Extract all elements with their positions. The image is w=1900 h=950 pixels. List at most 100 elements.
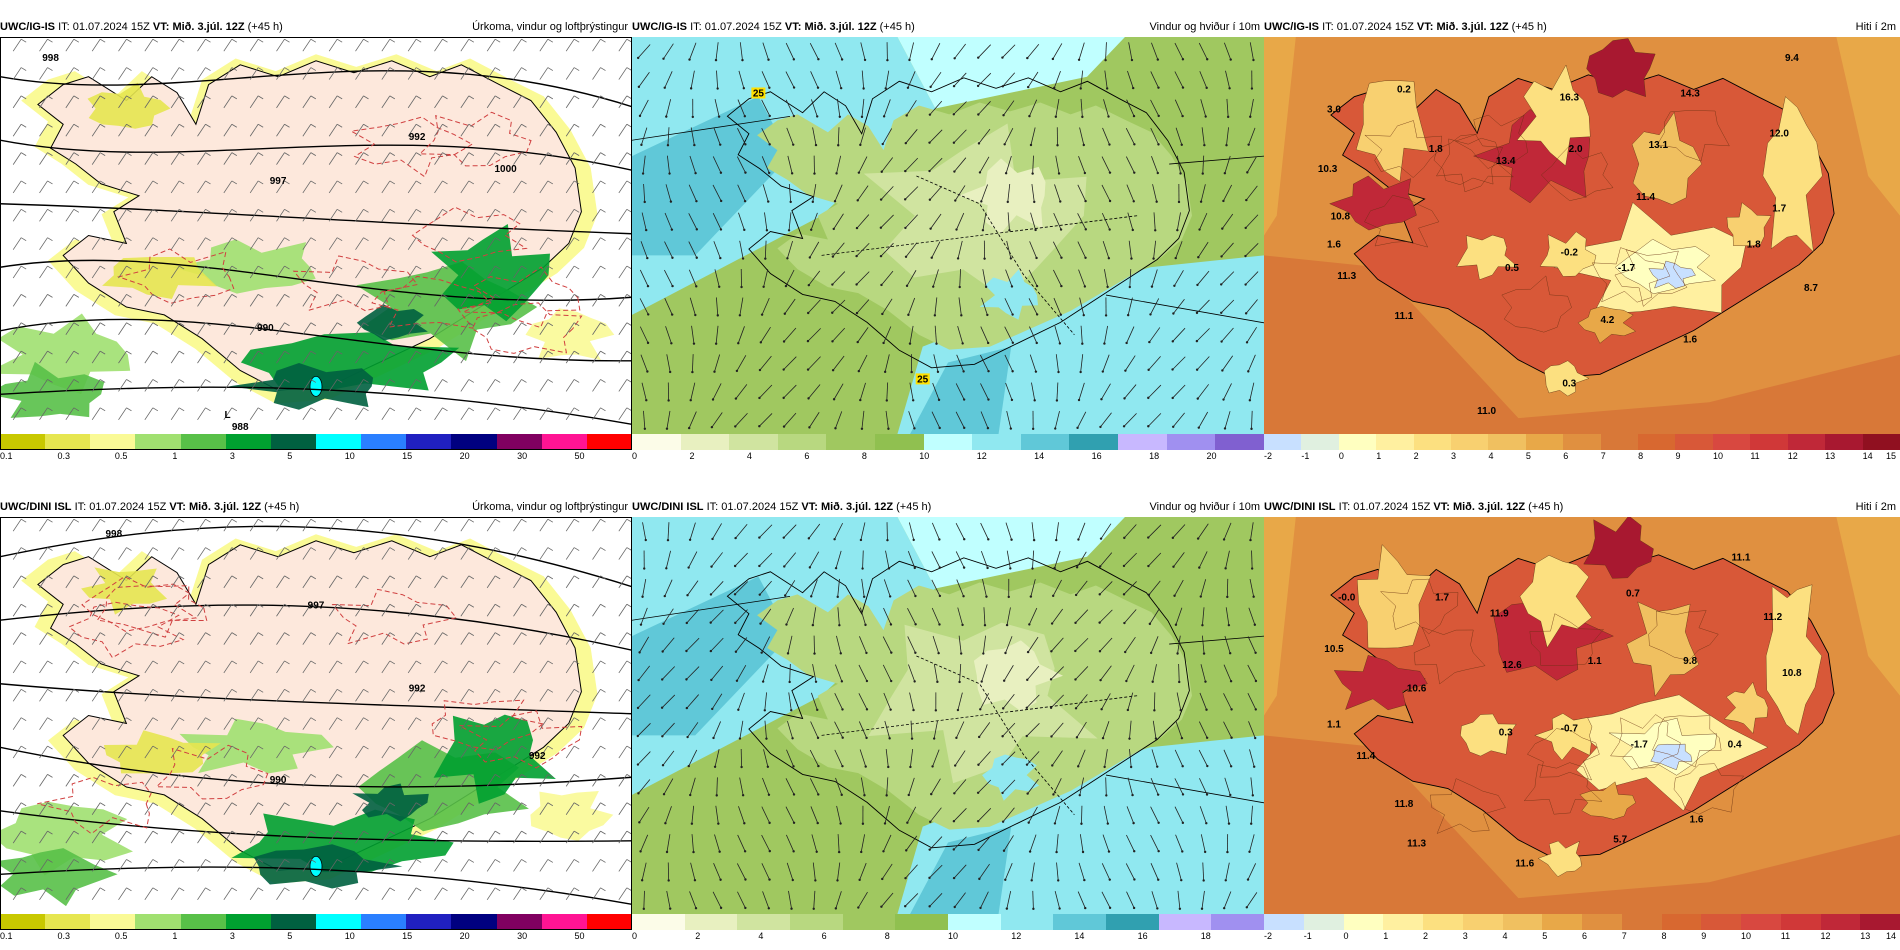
map-value-label: 0.2 [1397,85,1411,96]
colorbar-tick: 10 [948,931,959,941]
map-value-label: 16.3 [1560,93,1580,104]
map-panel-0-precip: UWC/IG-IS IT: 01.07.2024 15Z VT: Mið. 3.… [0,17,632,467]
map-value-label: L [224,410,230,421]
colorbar-ticks: 0 2 4 6 8 10 12 14 16 18 [632,930,1264,942]
colorbar-tick: 9 [1701,931,1707,941]
colorbar-swatch [135,434,181,450]
colorbar-swatch [1825,434,1863,450]
map-value-label: 1.8 [1747,239,1761,250]
colorbar-swatch [1413,434,1452,450]
colorbar-swatch [1787,434,1826,450]
map-value-label: 998 [105,529,122,540]
temp-map: 11.1 -0.0 1.7 0.7 11.9 11.2 10.5 12.6 1.1 9.8 10.8… [1264,517,1900,914]
colorbar-tick: 18 [1200,931,1211,941]
lead-time: (+45 h) [896,501,932,513]
map-panel-0-wind: UWC/IG-IS IT: 01.07.2024 15Z VT: Mið. 3.… [632,17,1264,467]
colorbar-tick: 12 [1787,451,1798,461]
colorbar-swatch [406,434,452,450]
colorbar-swatch [1712,434,1751,450]
model-name: UWC/IG-IS [1264,21,1319,33]
map-value-label: 11.8 [1394,799,1413,810]
field-title: Hiti í 2m [1855,21,1896,33]
valid-time: Mið. 3.júl. 12Z [1436,21,1509,33]
colorbar-swatch [1780,914,1821,930]
colorbar-swatch [1000,914,1054,930]
colorbar-ticks: 0.1 0.3 0.5 1 3 5 10 15 20 30 50 [0,450,632,462]
valid-time-label: VT: [784,21,802,33]
map-value-label: 992 [529,751,546,762]
colorbar-swatch [270,434,316,450]
map-panel-0-temp: UWC/IG-IS IT: 01.07.2024 15Z VT: Mið. 3.… [1264,17,1900,467]
valid-time: Mið. 3.júl. 12Z [1452,501,1526,513]
colorbar-tick: 0.3 [57,451,70,461]
colorbar [0,914,632,930]
colorbar-tick: 5 [1542,931,1548,941]
colorbar-tick: 0.5 [114,931,128,941]
map-value-label: 1.7 [1772,204,1786,215]
colorbar-tick: 13 [1860,931,1871,941]
colorbar-ticks: 0.1 0.3 0.5 1 3 5 10 15 20 30 50 [0,930,632,942]
colorbar-tick: 3 [1451,451,1457,461]
map-value-label: 3.0 [1327,104,1341,115]
map-value-label: 12.6 [1502,660,1522,671]
colorbar-swatch [680,434,730,450]
init-time: 01.07.2024 15Z [72,21,150,33]
colorbar-swatch [1451,434,1489,450]
colorbar-tick: 8 [884,931,890,941]
colorbar-tick: 15 [402,931,413,941]
colorbar-swatch [180,914,226,930]
lead-time: (+45 h) [1528,501,1564,513]
colorbar-tick: 10 [1741,931,1752,941]
colorbar-tick: 1 [1383,931,1389,941]
colorbar-swatch [1621,914,1662,930]
map-panel-1-precip: UWC/DINI ISL IT: 01.07.2024 15Z VT: Mið.… [0,497,632,947]
init-time-label: IT: [1322,21,1334,33]
map-value-label: 11.1 [1732,553,1751,564]
colorbar-swatch [729,434,778,450]
init-time-label: IT: [690,21,702,33]
colorbar-tick: 12 [976,451,987,461]
map-value-label: -0.0 [1338,592,1356,603]
colorbar-swatch [1301,434,1339,450]
init-time-label: IT: [74,501,87,513]
colorbar-ticks: -2 -1 0 1 2 3 4 5 6 7 8 9 10 11 12 13 14 [1264,930,1900,942]
lead-time: (+45 h) [247,21,283,33]
map-value-label: 988 [232,422,249,433]
map-value-label: 992 [409,684,426,695]
map-value-label: 11.3 [1337,271,1356,282]
colorbar-tick: 20 [459,931,470,941]
init-time: 01.07.2024 15Z [704,21,782,33]
colorbar-swatch [541,434,587,450]
colorbar-tick: 50 [574,931,585,941]
colorbar-swatch [1638,434,1676,450]
colorbar-swatch [1462,914,1503,930]
map-value-label: 2.0 [1569,144,1583,155]
colorbar-tick: 3 [1462,931,1468,941]
field-title: Vindur og hviður í 10m [1149,21,1260,33]
colorbar-swatch [875,434,924,450]
map-value-label: 10.3 [1318,164,1338,175]
colorbar-tick: 18 [1149,451,1160,461]
map-value-label: 11.4 [1356,751,1375,762]
precip-map: 998 997 992 990 992 [0,517,632,914]
colorbar-tick: 12 [1011,931,1022,941]
map-value-label: 11.0 [1477,406,1496,417]
colorbar-tick: -1 [1303,931,1312,941]
colorbar [0,434,632,450]
map-value-label: 12.0 [1769,128,1789,139]
colorbar-swatch [361,434,407,450]
colorbar-swatch [1338,434,1377,450]
colorbar-tick: -2 [1264,451,1273,461]
map-value-label: 5.7 [1613,835,1627,846]
map-value-label: -1.7 [1631,739,1649,750]
temp-map: 9.4 14.3 0.2 16.3 3.0 12.0 1.8 13.4 2.0 13.1 10.3 1… [1264,37,1900,434]
colorbar-tick: 1 [1376,451,1382,461]
colorbar-tick: 30 [517,931,528,941]
map-value-label: 990 [270,775,287,786]
colorbar-swatch [1525,434,1564,450]
valid-time: Mið. 3.júl. 12Z [820,501,894,513]
coastline [726,77,1190,369]
map-value-label: 11.4 [1636,192,1655,203]
colorbar-swatch [1376,434,1414,450]
colorbar-swatch [842,914,896,930]
